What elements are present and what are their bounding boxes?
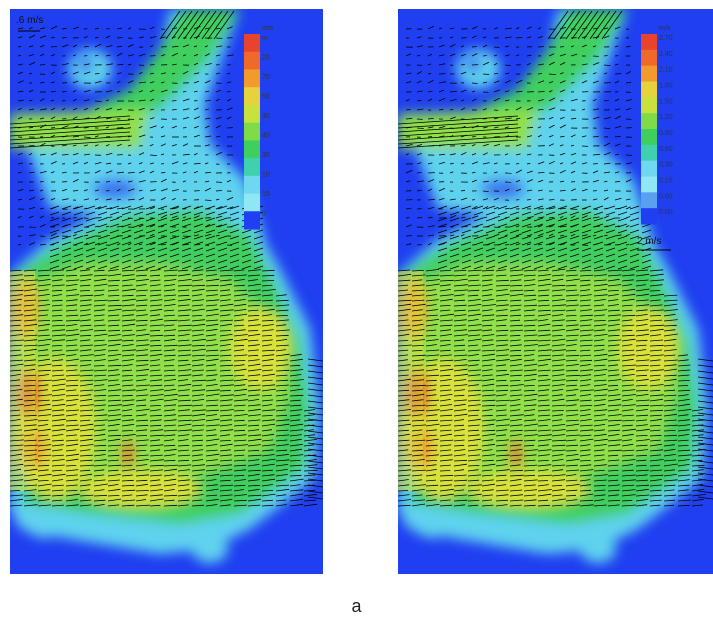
- colorbar-swatch: [641, 49, 657, 67]
- colorbar-swatch: [244, 87, 260, 106]
- colorbar-tick-label: 30: [262, 152, 270, 159]
- colorbar-tick-label: m: [262, 35, 268, 42]
- colorbar-swatch: [244, 34, 260, 53]
- right-velocity-field: m/s 2.70 2.40 2.10 1.80 1.50 1.20 0.90 0.60 0.30 0…: [398, 9, 713, 574]
- colorbar-tick-label: 2.40: [659, 51, 673, 58]
- colorbar-tick-label: 1.80: [659, 83, 673, 90]
- figure-caption: a: [351, 596, 362, 616]
- colorbar-swatch: [244, 158, 260, 177]
- colorbar-tick-label: 0.60: [659, 146, 673, 153]
- colorbar-swatch: [641, 65, 657, 82]
- colorbar-unit-label: m/s: [262, 25, 274, 32]
- colorbar-tick-label: 10: [262, 172, 270, 179]
- colorbar-swatch: [641, 160, 657, 177]
- colorbar-swatch: [641, 34, 657, 51]
- left-velocity-field-panel: m/s m 20 70 50 30 40 30 10 15 0 .6 m/s: [10, 9, 323, 574]
- colorbar-tick-label: 2.10: [659, 67, 673, 74]
- colorbar-swatch: [244, 193, 260, 212]
- colorbar-tick-label: 50: [262, 94, 270, 101]
- velocity-scale-label: .6 m/s: [16, 15, 43, 26]
- colorbar-swatch: [641, 113, 657, 130]
- colorbar-swatch: [641, 176, 657, 193]
- colorbar-swatch: [641, 208, 657, 225]
- colorbar-tick-label: 0.90: [659, 130, 673, 137]
- colorbar-swatch: [244, 122, 260, 141]
- colorbar-tick-label: 0.30: [659, 162, 673, 169]
- colorbar-swatch: [244, 51, 260, 70]
- colorbar-tick-label: 1.50: [659, 98, 673, 105]
- colorbar-swatch: [641, 144, 657, 162]
- colorbar-tick-label: 0.05: [659, 193, 673, 200]
- colorbar-tick-label: 15: [262, 191, 270, 198]
- colorbar-tick-label: 1.20: [659, 114, 673, 121]
- colorbar-tick-label: 0: [262, 211, 266, 218]
- left-velocity-field: m/s m 20 70 50 30 40 30 10 15 0 .6 m/s: [10, 9, 323, 574]
- colorbar-tick-label: 0.00: [659, 209, 673, 216]
- colorbar-swatch: [641, 97, 657, 114]
- velocity-scale-label: 2 m/s: [637, 236, 661, 247]
- colorbar-tick-label: 30: [262, 113, 270, 120]
- colorbar-unit-label: m/s: [659, 25, 671, 32]
- colorbar-swatch: [641, 129, 657, 146]
- velocity-vectors: [10, 10, 323, 507]
- colorbar-tick-label: 70: [262, 74, 270, 81]
- colorbar-swatch: [244, 104, 260, 124]
- colorbar-tick-label: 40: [262, 133, 270, 140]
- colorbar-tick-label: 20: [262, 55, 270, 62]
- right-velocity-field-panel: m/s 2.70 2.40 2.10 1.80 1.50 1.20 0.90 0.60 0.30 0…: [398, 9, 713, 574]
- colorbar-tick-label: 2.70: [659, 35, 673, 42]
- colorbar-swatch: [244, 69, 260, 88]
- velocity-vectors: [398, 10, 713, 507]
- colorbar-tick-label: 0.15: [659, 178, 673, 185]
- colorbar-swatch: [641, 81, 657, 98]
- colorbar-swatch: [244, 140, 260, 159]
- colorbar-swatch: [244, 211, 260, 230]
- colorbar-swatch: [641, 192, 657, 209]
- colorbar-swatch: [244, 175, 260, 195]
